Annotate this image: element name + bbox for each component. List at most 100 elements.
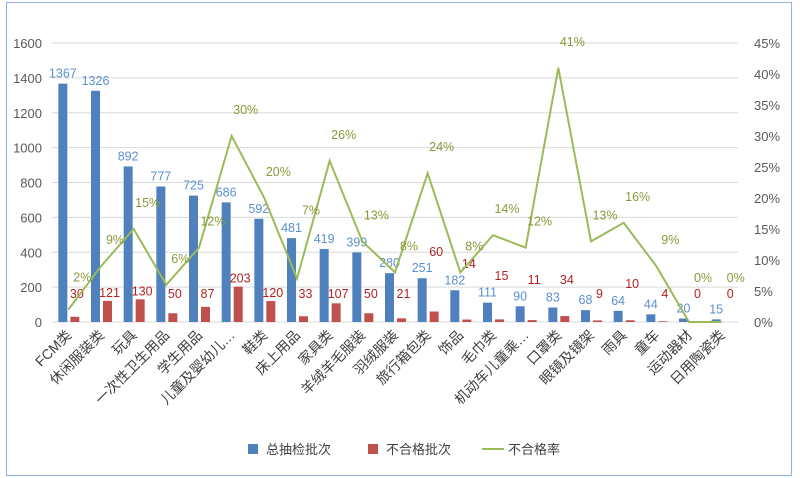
y-left-tick-label: 400 <box>20 245 42 260</box>
data-label-rate: 12% <box>200 215 225 229</box>
data-label-rate: 26% <box>331 128 356 142</box>
data-label-total: 15 <box>709 302 723 316</box>
data-label-total: 182 <box>444 273 465 287</box>
data-label-total: 1367 <box>49 67 77 81</box>
bar-total <box>287 238 296 322</box>
legend-swatch <box>368 444 378 454</box>
bar-total <box>156 186 166 322</box>
data-label-total: 777 <box>150 170 171 184</box>
data-label-total: 251 <box>412 261 433 275</box>
bar-total <box>646 314 656 322</box>
data-label-failed: 9 <box>596 287 603 301</box>
bar-failed <box>625 320 635 322</box>
data-label-failed: 33 <box>299 287 313 301</box>
bar-failed <box>364 313 374 322</box>
data-label-rate: 30% <box>233 103 258 117</box>
data-label-total: 419 <box>314 232 335 246</box>
data-label-rate: 24% <box>429 140 454 154</box>
bar-failed <box>266 301 276 322</box>
bar-failed <box>658 321 668 322</box>
bar-failed <box>135 299 145 322</box>
data-label-total: 68 <box>579 293 593 307</box>
y-left-tick-label: 1200 <box>13 106 42 121</box>
bar-failed <box>527 320 537 322</box>
data-label-rate: 13% <box>364 208 389 222</box>
y-left-tick-label: 800 <box>20 176 42 191</box>
bar-total <box>417 278 427 322</box>
data-label-total: 686 <box>216 185 237 199</box>
data-label-failed: 121 <box>99 286 120 300</box>
bar-failed <box>103 300 112 322</box>
bar-failed <box>593 320 602 322</box>
bar-total <box>91 90 100 322</box>
bar-total <box>221 202 231 322</box>
data-label-total: 280 <box>379 256 400 270</box>
bar-failed <box>331 303 341 322</box>
data-label-failed: 120 <box>262 286 283 300</box>
data-label-failed: 203 <box>230 272 251 286</box>
data-label-total: 90 <box>513 289 527 303</box>
data-label-total: 1326 <box>82 74 110 88</box>
bar-total <box>352 252 362 322</box>
data-label-failed: 34 <box>560 273 574 287</box>
data-label-rate: 8% <box>400 239 418 253</box>
bar-total <box>581 310 590 322</box>
data-label-total: 592 <box>248 202 269 216</box>
bar-total <box>450 290 460 322</box>
data-label-total: 111 <box>478 286 497 300</box>
y-left-tick-label: 1400 <box>13 71 42 86</box>
y-right-tick-label: 10% <box>754 253 780 268</box>
bar-total <box>613 310 623 322</box>
bar-failed <box>429 311 439 322</box>
data-label-rate: 12% <box>527 215 552 229</box>
data-label-failed: 87 <box>201 287 215 301</box>
data-label-rate: 2% <box>73 271 91 285</box>
y-right-tick-label: 15% <box>754 222 780 237</box>
y-left-tick-label: 0 <box>35 315 42 330</box>
bar-total <box>483 302 492 322</box>
bar-failed <box>299 316 308 322</box>
data-label-total: 481 <box>281 221 302 235</box>
data-label-failed: 50 <box>364 287 378 301</box>
bar-total <box>385 273 394 322</box>
data-label-failed: 130 <box>132 284 153 298</box>
line-rate <box>67 67 722 323</box>
data-label-failed: 0 <box>694 287 701 301</box>
data-label-rate: 8% <box>465 239 483 253</box>
bar-total <box>123 166 133 322</box>
bar-failed <box>168 313 178 322</box>
bar-total <box>58 83 68 323</box>
bar-failed <box>233 286 243 322</box>
bar-total <box>319 248 329 322</box>
bar-total <box>711 319 721 322</box>
data-label-rate: 41% <box>560 35 585 49</box>
y-right-tick-label: 20% <box>754 191 780 206</box>
data-label-failed: 30 <box>70 287 84 301</box>
bar-total <box>189 195 198 322</box>
bar-failed <box>70 316 80 322</box>
data-label-total: 44 <box>644 297 658 311</box>
bar-failed <box>397 318 406 322</box>
data-label-failed: 107 <box>328 287 349 301</box>
legend-label: 不合格批次 <box>386 442 451 457</box>
data-label-rate: 13% <box>592 208 617 222</box>
legend-label: 总抽检批次 <box>266 442 331 457</box>
legend-label: 不合格率 <box>508 442 560 457</box>
y-left-tick-label: 1000 <box>13 141 42 156</box>
data-label-total: 892 <box>118 149 139 163</box>
data-label-rate: 9% <box>106 233 124 247</box>
y-right-tick-label: 40% <box>754 67 780 82</box>
data-label-rate: 6% <box>171 252 189 266</box>
data-label-rate: 0% <box>727 271 745 285</box>
y-right-tick-label: 5% <box>754 284 773 299</box>
y-right-tick-label: 45% <box>754 36 780 51</box>
data-label-failed: 10 <box>625 277 639 291</box>
data-label-rate: 20% <box>266 165 291 179</box>
y-left-tick-label: 600 <box>20 210 42 225</box>
data-label-rate: 7% <box>302 204 320 218</box>
data-label-failed: 21 <box>397 287 411 301</box>
data-label-rate: 0% <box>694 271 712 285</box>
data-label-total: 64 <box>611 294 625 308</box>
